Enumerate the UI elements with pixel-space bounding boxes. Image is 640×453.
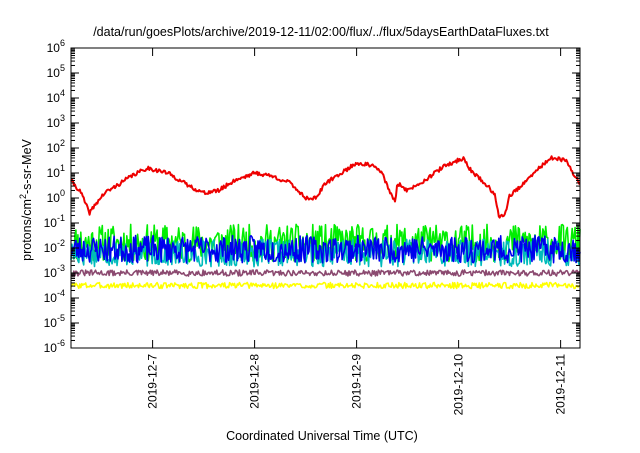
x-tick-label: 2019-12-9 (350, 354, 364, 409)
series-line-3 (70, 234, 581, 264)
series-layer (70, 155, 581, 290)
y-tick-label: 106 (47, 38, 65, 55)
svg-text:protons/cm2-s-sr-MeV: protons/cm2-s-sr-MeV (18, 138, 34, 260)
y-axis-label: protons/cm2-s-sr-MeV (18, 138, 34, 260)
y-tick-label: 10-3 (44, 263, 65, 280)
x-ticks: 2019-12-7 2019-12-8 2019-12-9 2019-12-10 201… (146, 48, 568, 415)
y-tick-label: 10-2 (44, 238, 65, 255)
y-tick-label: 102 (47, 138, 65, 155)
series-line-0 (70, 281, 581, 290)
x-tick-label: 2019-12-7 (146, 354, 160, 409)
x-tick-label: 2019-12-11 (554, 354, 568, 415)
series-line-4 (70, 269, 581, 277)
y-tick-label: 101 (47, 163, 65, 180)
y-tick-label: 10-1 (44, 213, 65, 230)
y-tick-label: 104 (47, 88, 65, 105)
y-tick-label: 100 (47, 188, 65, 205)
x-axis-label: Coordinated Universal Time (UTC) (226, 429, 418, 443)
y-tick-label: 10-6 (44, 338, 65, 355)
chart-title: /data/run/goesPlots/archive/2019-12-11/0… (93, 25, 549, 39)
y-tick-label: 10-5 (44, 313, 65, 330)
y-tick-label: 103 (47, 113, 65, 130)
x-tick-label: 2019-12-8 (248, 354, 262, 409)
x-tick-label: 2019-12-10 (452, 354, 466, 416)
y-ticks: 10-6 10-5 10-4 10-3 10-2 10-1 100 101 102 103 104 1… (44, 38, 580, 355)
series-line-5 (70, 155, 581, 219)
y-tick-label: 10-4 (44, 288, 65, 305)
y-tick-label: 105 (47, 63, 65, 80)
